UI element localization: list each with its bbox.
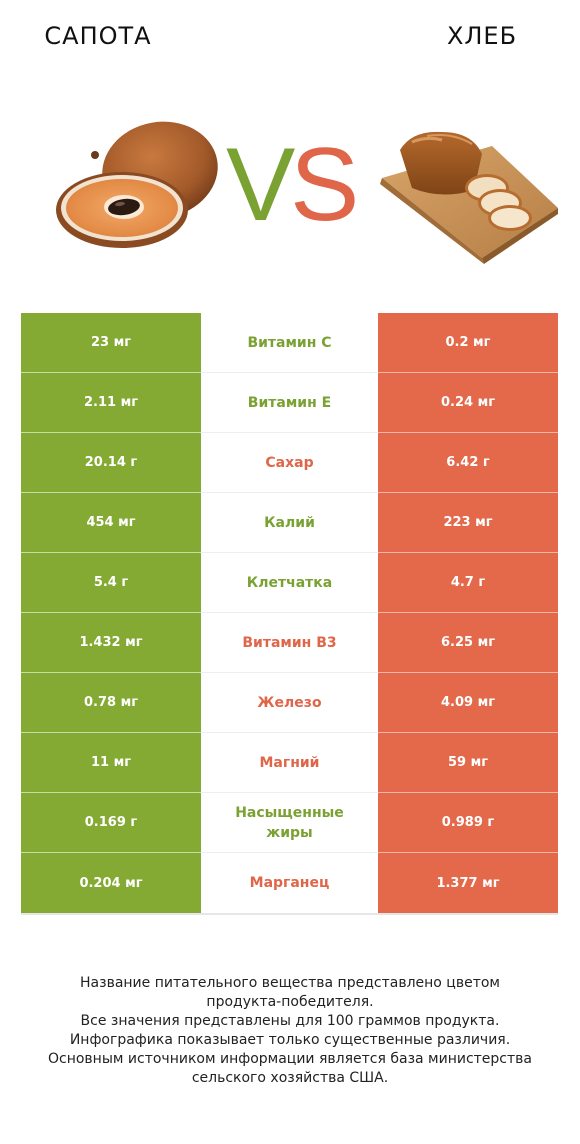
right-value: 0.2 мг — [378, 313, 558, 373]
table-row: 0.78 мг Железо 4.09 мг — [21, 673, 558, 733]
left-value: 0.169 г — [21, 793, 201, 853]
right-value: 6.25 мг — [378, 613, 558, 673]
right-value: 59 мг — [378, 733, 558, 793]
right-value: 4.09 мг — [378, 673, 558, 733]
nutrient-name: Магний — [201, 733, 378, 793]
vs-s-letter: S — [290, 128, 358, 238]
right-value: 4.7 г — [378, 553, 558, 613]
right-value: 6.42 г — [378, 433, 558, 493]
left-value: 5.4 г — [21, 553, 201, 613]
table-row: 0.204 мг Марганец 1.377 мг — [21, 853, 558, 913]
left-value: 1.432 мг — [21, 613, 201, 673]
footer-notes: Название питательного вещества представл… — [20, 974, 560, 1088]
vs-v-letter: V — [226, 128, 295, 238]
table-row: 454 мг Калий 223 мг — [21, 493, 558, 553]
comparison-table: 23 мг Витамин C 0.2 мг 2.11 мг Витамин E… — [21, 313, 558, 913]
nutrient-name: Витамин B3 — [201, 613, 378, 673]
left-value: 454 мг — [21, 493, 201, 553]
nutrient-name: Железо — [201, 673, 378, 733]
footer-line: Основным источником информации является … — [48, 1051, 532, 1067]
left-value: 20.14 г — [21, 433, 201, 493]
right-value: 0.24 мг — [378, 373, 558, 433]
left-value: 0.204 мг — [21, 853, 201, 913]
right-value: 223 мг — [378, 493, 558, 553]
footer-line: сельского хозяйства США. — [191, 1070, 389, 1086]
left-product-title: САПОТА — [44, 22, 152, 50]
table-row: 11 мг Магний 59 мг — [21, 733, 558, 793]
vs-logo: V S — [226, 128, 358, 238]
left-value: 0.78 мг — [21, 673, 201, 733]
footer-line: Инфографика показывает только существенн… — [69, 1032, 511, 1048]
nutrient-name: Сахар — [201, 433, 378, 493]
right-value: 1.377 мг — [378, 853, 558, 913]
table-row: 23 мг Витамин C 0.2 мг — [21, 313, 558, 373]
footer-line: продукта-победителя. — [206, 994, 374, 1010]
footer-line: Все значения представлены для 100 граммо… — [80, 1013, 500, 1029]
nutrient-name: Витамин C — [201, 313, 378, 373]
nutrient-name: Марганец — [249, 875, 330, 891]
sapote-image — [56, 121, 218, 248]
table-bottom-border — [21, 913, 558, 915]
table-row: 2.11 мг Витамин E 0.24 мг — [21, 373, 558, 433]
nutrient-name: Калий — [201, 493, 378, 553]
table-row: 0.169 г Насыщенные жиры 0.989 г — [21, 793, 558, 853]
bread-image — [380, 131, 558, 264]
left-value: 23 мг — [21, 313, 201, 373]
table-row: 5.4 г Клетчатка 4.7 г — [21, 553, 558, 613]
footer-line: Название питательного вещества представл… — [80, 975, 500, 991]
right-value: 0.989 г — [378, 793, 558, 853]
nutrient-name: Витамин E — [201, 373, 378, 433]
table-row: 1.432 мг Витамин B3 6.25 мг — [21, 613, 558, 673]
left-value: 11 мг — [21, 733, 201, 793]
nutrient-name: Насыщенные жиры — [201, 793, 378, 853]
left-value: 2.11 мг — [21, 373, 201, 433]
nutrient-name: Клетчатка — [201, 553, 378, 613]
table-row: 20.14 г Сахар 6.42 г — [21, 433, 558, 493]
right-product-title: ХЛЕБ — [446, 22, 518, 50]
